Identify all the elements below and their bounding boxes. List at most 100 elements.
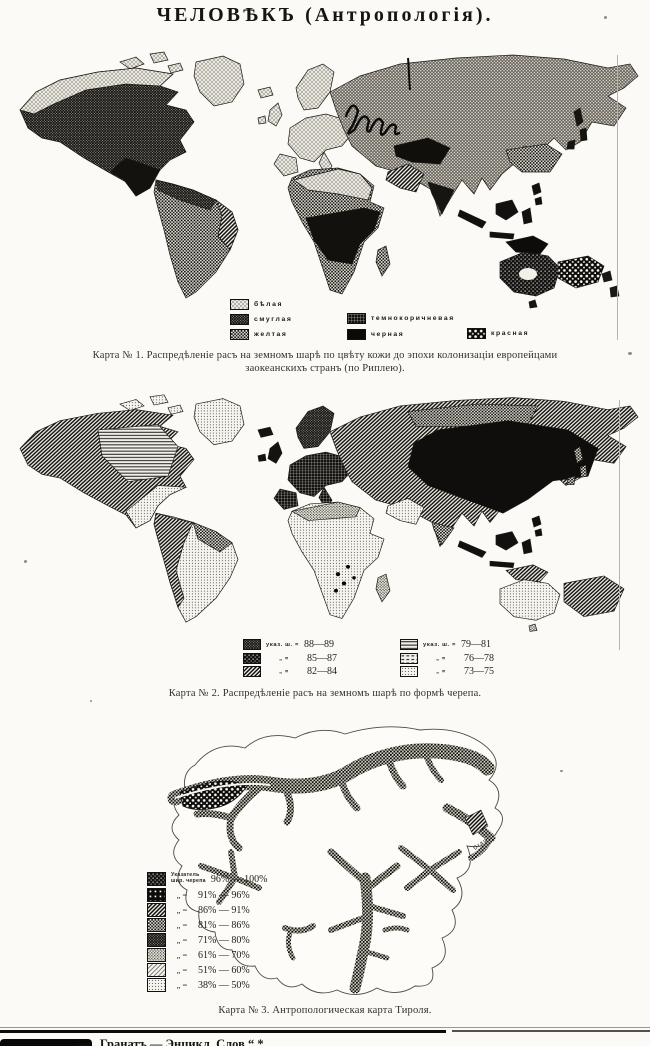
legend-swatch-black-fine-dots	[147, 872, 166, 886]
legend-swatch-horizontal-dashes	[400, 653, 418, 664]
legend-label: черная	[371, 331, 405, 338]
legend-swatch-light-stipple	[400, 666, 418, 677]
legend-item: „ = 76—78	[400, 653, 494, 664]
sahara-band	[293, 168, 373, 201]
scandinavia	[295, 63, 335, 111]
legend-swatch-black-grid	[347, 313, 366, 324]
legend-value: 91% — 96%	[198, 889, 250, 901]
legend-label: бѣлая	[254, 301, 284, 308]
legend-item: „ = 38% — 50%	[147, 978, 250, 992]
legend-prefix: „ =	[436, 655, 446, 662]
page-fold-line	[617, 55, 618, 340]
legend-label: смуглая	[254, 316, 293, 323]
north-america-horizontal-zone	[97, 424, 179, 483]
legend-item: красная	[467, 328, 529, 339]
map1-caption-line2: заокеанскихъ странъ (по Риплею).	[245, 362, 405, 374]
legend-prefix: „ =	[176, 920, 188, 930]
legend-item: „ = 86% — 91%	[147, 903, 250, 917]
melanesia-dotted-area	[557, 255, 605, 289]
legend-value: 96% — 100%	[210, 873, 268, 885]
handwritten-scribble	[344, 57, 411, 136]
legend-value: 73—75	[464, 666, 494, 677]
scan-speck	[604, 16, 607, 19]
legend-swatch-light-diagonal	[147, 963, 166, 977]
central-africa-black	[305, 207, 381, 265]
legend-swatch-light-crosshatch	[230, 299, 249, 310]
east-asia-stipple	[505, 143, 563, 173]
legend-item: темнокоричневая	[347, 313, 455, 324]
map1-caption: Карта № 1. Распредѣленіе расъ на земномъ…	[0, 350, 650, 375]
legend-swatch-dark-crosshatch	[147, 933, 166, 947]
legend-prefix: „ =	[176, 905, 188, 915]
legend-item: „ = 85—87	[243, 653, 337, 664]
greenland	[193, 398, 245, 446]
legend-swatch-black-white-dots	[467, 328, 486, 339]
legend-prefix: „ =	[176, 935, 188, 945]
scan-speck	[560, 770, 563, 772]
legend-title: Указатель шир. черепа	[171, 873, 206, 884]
india-dark	[427, 181, 455, 215]
legend-value: 82—84	[307, 666, 337, 677]
map2-caption-line: Карта № 2. Распредѣленіе расъ на земномъ…	[168, 688, 482, 699]
map3-tyrol-svg: Drau	[167, 726, 503, 995]
legend-title-line2: шир. черепа	[171, 878, 206, 884]
scan-speck	[24, 560, 27, 563]
tasmania	[528, 299, 538, 309]
british-isles-iceland	[257, 426, 283, 464]
indonesia	[457, 515, 543, 569]
legend-swatch-dark-stipple	[230, 329, 249, 340]
scandinavia	[295, 405, 335, 449]
legend-prefix: „ =	[279, 655, 289, 662]
legend-value: 86% — 91%	[198, 904, 250, 916]
legend-prefix: „ =	[279, 668, 289, 675]
australia	[499, 579, 561, 621]
footer-rule-right	[452, 1030, 650, 1032]
map1-continents	[19, 51, 639, 309]
tyrol-dotted-patch	[179, 780, 248, 810]
south-america-west-band	[153, 512, 194, 609]
legend-item: „ = 82—84	[243, 666, 337, 677]
legend-item: черная	[347, 329, 404, 340]
legend-label: красная	[491, 330, 530, 337]
tasmania	[528, 623, 538, 632]
tyrol-valleys	[167, 743, 496, 994]
legend-item: желтая	[230, 329, 288, 340]
legend-swatch-dark-crosshatch	[243, 639, 261, 650]
map3-caption-line: Карта № 3. Антропологическая карта Тирол…	[218, 1005, 432, 1016]
south-america-north-band	[155, 179, 217, 211]
legend-item: „ = 71% — 80%	[147, 933, 250, 947]
footer-imprint: — „Гранатъ — Энцикл. Слов.“ *	[78, 1037, 264, 1046]
madagascar	[375, 245, 391, 277]
legend-prefix: „ =	[176, 890, 188, 900]
legend-swatch-horizontal-lines	[400, 639, 418, 650]
map1-skin-color-map: бѣлая смуглая желтая темнокоричневая чер…	[8, 50, 642, 340]
legend-prefix: „ =	[176, 965, 188, 975]
africa	[287, 501, 385, 619]
legend-prefix: „ =	[176, 950, 188, 960]
north-america-south-dark	[109, 157, 161, 197]
map2-continents	[19, 394, 639, 632]
australia-inner-patch	[519, 268, 537, 280]
legend-item: „ = 51% — 60%	[147, 963, 250, 977]
north-america-southeast-stipple	[125, 485, 188, 529]
legend-value: 71% — 80%	[198, 934, 250, 946]
europe	[273, 113, 353, 177]
tyrol-hatched-patch	[464, 809, 489, 836]
legend-item: „ = 73—75	[400, 666, 494, 677]
legend-swatch-black-fine-dots	[243, 653, 261, 664]
legend-prefix: указ. ш. =	[266, 641, 299, 648]
legend-item: „ = 61% — 70%	[147, 948, 250, 962]
legend-item: Указатель шир. черепа 96% — 100%	[147, 872, 268, 886]
scan-speck	[628, 352, 632, 355]
north-africa-band	[291, 501, 361, 521]
asia	[329, 54, 639, 217]
legend-item: бѣлая	[230, 299, 283, 310]
legend-prefix: „ =	[176, 980, 188, 990]
central-asia-dark	[393, 137, 451, 165]
ink-blob	[0, 1039, 92, 1046]
south-america-east-band	[215, 199, 239, 251]
map2-caption: Карта № 2. Распредѣленіе расъ на земномъ…	[0, 688, 650, 701]
indonesia	[457, 182, 543, 240]
legend-swatch-bold-diagonal	[147, 903, 166, 917]
